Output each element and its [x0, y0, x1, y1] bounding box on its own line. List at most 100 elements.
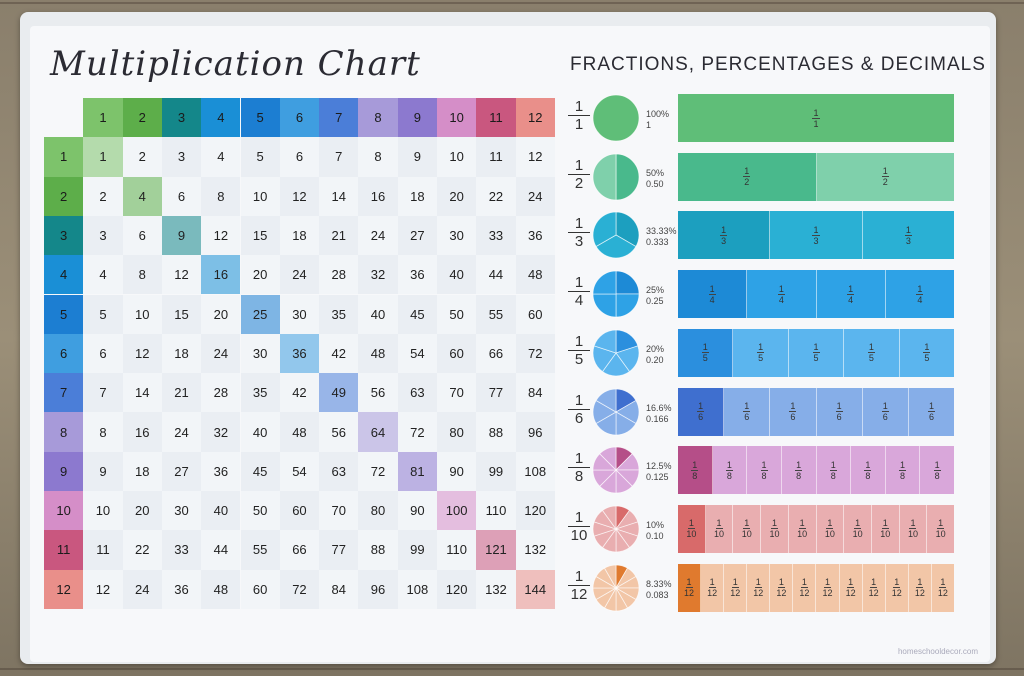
product-cell: 24	[279, 255, 320, 295]
product-cell: 2	[83, 176, 123, 216]
square-product-cell: 25	[240, 294, 280, 334]
segment-numerator: 1	[847, 283, 855, 295]
segment-denominator: 8	[865, 470, 871, 481]
segment-denominator: 10	[686, 529, 697, 540]
percent-decimal-label: 50% 0.50	[646, 168, 664, 190]
column-header: 6	[279, 98, 320, 138]
product-cell: 2	[122, 137, 162, 177]
product-cell: 16	[358, 176, 398, 216]
bar-segment: 1 10	[871, 504, 900, 553]
segment-denominator: 6	[836, 412, 842, 422]
segment-denominator: 12	[845, 588, 856, 599]
percent-value: 25%	[646, 285, 665, 296]
bar-segment: 1 12	[816, 563, 840, 612]
segment-denominator: 6	[744, 412, 750, 422]
square-product-cell: 36	[279, 333, 320, 374]
product-cell: 6	[279, 137, 320, 177]
column-header: 5	[240, 98, 280, 138]
segment-denominator: 5	[868, 353, 874, 364]
pie-slice	[592, 293, 617, 318]
pie-slice	[595, 388, 617, 413]
square-product-cell: 64	[358, 412, 398, 452]
segment-numerator: 1	[824, 577, 832, 589]
segment-denominator: 10	[824, 529, 835, 540]
segment-numerator: 1	[800, 577, 808, 589]
product-cell: 18	[397, 176, 437, 216]
product-cell: 44	[201, 530, 241, 570]
product-cell: 24	[358, 215, 398, 256]
product-cell: 12	[83, 569, 123, 609]
product-cell: 54	[397, 333, 437, 374]
bar-segment: 1 12	[747, 563, 771, 612]
fraction-numerator: 1	[568, 274, 590, 293]
product-cell: 72	[515, 333, 555, 374]
segment-numerator: 1	[731, 577, 739, 589]
product-cell: 8	[83, 412, 123, 452]
percent-decimal-label: 20% 0.20	[646, 344, 664, 366]
product-cell: 36	[515, 215, 555, 256]
segment-numerator: 1	[826, 518, 834, 530]
product-cell: 66	[279, 530, 320, 570]
segment-denominator: 10	[714, 529, 725, 540]
row-header: 6	[44, 333, 84, 374]
segment-denominator: 1	[813, 118, 819, 129]
product-cell: 7	[83, 373, 123, 413]
segment-numerator: 1	[725, 459, 733, 471]
percent-value: 16.6%	[646, 402, 672, 413]
segment-denominator: 3	[905, 235, 911, 246]
segment-numerator: 1	[899, 459, 907, 471]
fraction-denominator: 4	[574, 292, 584, 310]
pie-slice	[595, 234, 637, 259]
product-cell: 21	[161, 373, 202, 413]
product-cell: 8	[358, 137, 398, 177]
column-header: 3	[161, 98, 202, 138]
column-header: 10	[437, 98, 477, 138]
column-header: 8	[358, 98, 398, 138]
product-cell: 88	[358, 530, 398, 570]
decimal-value: 0.083	[646, 589, 669, 600]
product-cell: 22	[476, 176, 516, 216]
segment-denominator: 12	[730, 588, 741, 599]
product-cell: 15	[240, 215, 280, 256]
segment-numerator: 1	[812, 107, 820, 119]
bar-segment: 1 10	[788, 504, 817, 553]
segment-numerator: 1	[939, 577, 947, 589]
product-cell: 56	[358, 373, 398, 413]
fraction-pie	[592, 211, 640, 259]
fraction-pie	[592, 270, 640, 318]
segment-denominator: 12	[799, 588, 810, 599]
fraction-label: 1 10	[568, 509, 590, 544]
percent-decimal-label: 100% 1	[646, 109, 669, 131]
product-cell: 84	[515, 373, 555, 413]
fraction-denominator: 5	[574, 350, 584, 368]
product-cell: 9	[83, 451, 123, 491]
segment-denominator: 2	[882, 177, 888, 188]
fraction-pie	[592, 564, 640, 611]
product-cell: 24	[161, 412, 202, 452]
product-cell: 72	[358, 451, 398, 491]
percent-value: 10%	[646, 519, 665, 530]
product-cell: 9	[397, 137, 437, 177]
product-cell: 72	[279, 569, 320, 609]
fraction-numerator: 1	[568, 333, 590, 351]
segment-denominator: 3	[721, 235, 727, 246]
percent-decimal-label: 12.5% 0.125	[646, 461, 672, 483]
product-cell: 40	[201, 491, 241, 531]
fraction-pie	[592, 505, 640, 553]
pie-slice	[603, 564, 617, 590]
product-cell: 108	[397, 569, 437, 609]
bar-segment: 1 12	[724, 563, 748, 612]
product-cell: 8	[122, 255, 162, 295]
segment-denominator: 5	[702, 353, 708, 364]
product-cell: 40	[240, 412, 280, 452]
